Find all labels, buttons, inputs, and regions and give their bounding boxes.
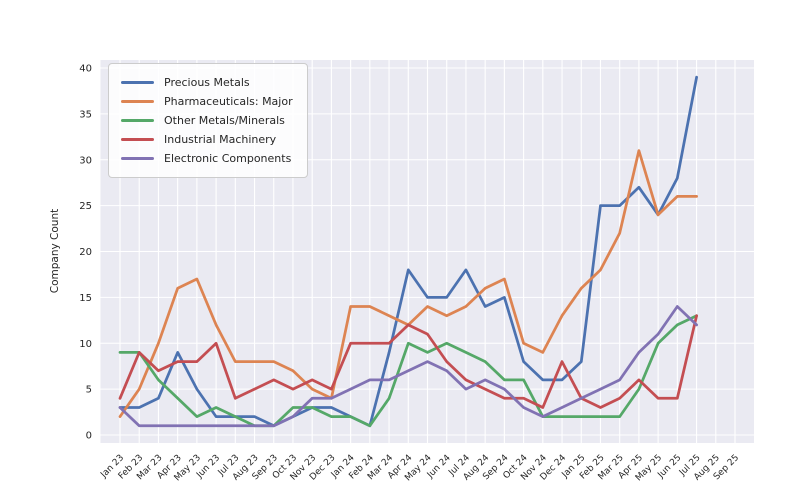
- legend-label: Industrial Machinery: [164, 133, 277, 146]
- legend-label: Pharmaceuticals: Major: [164, 95, 293, 108]
- svg-text:35: 35: [79, 109, 92, 120]
- svg-text:30: 30: [79, 155, 92, 166]
- legend-line-swatch: [121, 99, 154, 104]
- legend-label: Electronic Components: [164, 152, 292, 165]
- legend-item: Industrial Machinery: [121, 130, 293, 149]
- svg-text:25: 25: [79, 201, 92, 212]
- svg-text:5: 5: [86, 385, 92, 396]
- y-tick-labels: 0 5 10 15 20 25 30 35 40: [79, 64, 92, 442]
- legend-item: Other Metals/Minerals: [121, 111, 293, 130]
- svg-text:40: 40: [79, 64, 92, 75]
- series-line: [118, 75, 698, 428]
- legend-label: Other Metals/Minerals: [164, 114, 285, 127]
- series-lines: [118, 75, 698, 428]
- series-line: [118, 314, 698, 409]
- legend-item: Pharmaceuticals: Major: [121, 92, 293, 111]
- series-line: [118, 314, 698, 428]
- legend-line-swatch: [121, 118, 154, 123]
- legend-label: Precious Metals: [164, 76, 250, 89]
- svg-text:0: 0: [86, 431, 92, 442]
- legend-item: Precious Metals: [121, 73, 293, 92]
- legend-line-swatch: [121, 80, 154, 85]
- legend-line-swatch: [121, 137, 154, 142]
- svg-text:20: 20: [79, 247, 92, 258]
- svg-text:15: 15: [79, 293, 92, 304]
- svg-text:10: 10: [79, 339, 92, 350]
- y-axis-label: Company Count: [49, 209, 61, 293]
- legend-line-swatch: [121, 156, 154, 161]
- legend-item: Electronic Components: [121, 149, 293, 168]
- series-line: [118, 305, 698, 428]
- legend: Precious Metals Pharmaceuticals: Major Oth…: [108, 63, 308, 178]
